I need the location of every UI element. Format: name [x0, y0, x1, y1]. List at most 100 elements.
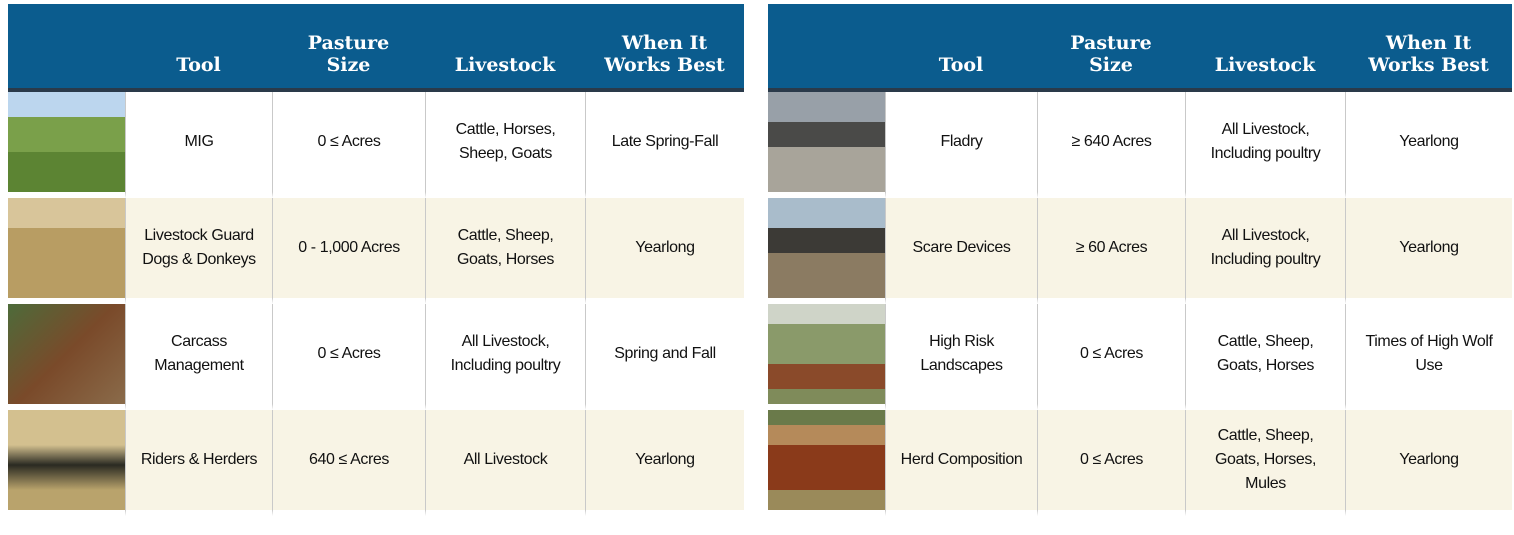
- column-header-text: Livestock: [1214, 54, 1316, 76]
- column-header-text: Pasture Size: [307, 32, 390, 76]
- column-header: Pasture Size: [1037, 4, 1185, 88]
- table-cell: Cattle, Sheep, Goats, Horses: [425, 198, 585, 304]
- table-left: Tool Pasture Size Livestock When It Works B…: [8, 4, 744, 516]
- table-cell-text: High Risk Landscapes: [920, 333, 1003, 374]
- table-cell-text: Livestock Guard Dogs & Donkeys: [142, 227, 256, 268]
- table-cell: Cattle, Sheep, Goats, Horses: [1185, 304, 1345, 410]
- header-rule: [1037, 88, 1185, 92]
- photo: [768, 304, 885, 410]
- table-cell: ≥ 640 Acres: [1037, 92, 1185, 198]
- table-cell-text: 640 ≤ Acres: [309, 451, 389, 468]
- header-rule: [8, 88, 125, 92]
- table-cell-text: Cattle, Sheep, Goats, Horses: [456, 227, 555, 268]
- photo: [768, 198, 885, 304]
- column-header: Pasture Size: [272, 4, 425, 88]
- table-cell: All Livestock, Including poultry: [1185, 198, 1345, 304]
- table-cell: All Livestock: [425, 410, 585, 516]
- column-header: When It Works Best: [585, 4, 744, 88]
- table-cell-text: 0 ≤ Acres: [1080, 451, 1143, 468]
- header-rule: [768, 88, 885, 92]
- table-cell: Fladry: [885, 92, 1037, 198]
- table-cell-text: 0 ≤ Acres: [317, 133, 381, 150]
- table-cell-text: Times of High Wolf Use: [1365, 333, 1493, 374]
- column-header: Livestock: [425, 4, 585, 88]
- table-cell-text: All Livestock, Including poultry: [1210, 227, 1321, 268]
- header-rule: [272, 88, 425, 92]
- table-cell: 0 ≤ Acres: [1037, 410, 1185, 516]
- table-cell-text: ≥ 640 Acres: [1071, 133, 1152, 150]
- table-cell-text: Yearlong: [635, 239, 695, 256]
- photo: [768, 410, 885, 516]
- photo: [8, 92, 125, 198]
- header-rule: [885, 88, 1037, 92]
- table-cell-text: Cattle, Sheep, Goats, Horses, Mules: [1214, 427, 1317, 492]
- table-cell-text: Riders & Herders: [140, 451, 258, 468]
- table-cell-text: All Livestock, Including poultry: [450, 333, 561, 374]
- table-cell: ≥ 60 Acres: [1037, 198, 1185, 304]
- table-cell: All Livestock, Including poultry: [425, 304, 585, 410]
- table-cell: 0 - 1,000 Acres: [272, 198, 425, 304]
- table-cell: Times of High Wolf Use: [1345, 304, 1512, 410]
- table-cell: Spring and Fall: [585, 304, 744, 410]
- table-cell-text: 0 - 1,000 Acres: [298, 239, 400, 256]
- column-header: When It Works Best: [1345, 4, 1512, 88]
- table-cell: High Risk Landscapes: [885, 304, 1037, 410]
- table-cell: Cattle, Sheep, Goats, Horses, Mules: [1185, 410, 1345, 516]
- column-header: Tool: [885, 4, 1037, 88]
- table-cell: Scare Devices: [885, 198, 1037, 304]
- header-spacer: [8, 4, 125, 88]
- table-cell-text: Late Spring-Fall: [611, 133, 719, 150]
- table-cell-text: Yearlong: [635, 451, 695, 468]
- table-cell: 0 ≤ Acres: [272, 304, 425, 410]
- table-cell: Yearlong: [585, 410, 744, 516]
- table-cell-text: ≥ 60 Acres: [1075, 239, 1148, 256]
- column-header: Livestock: [1185, 4, 1345, 88]
- table-cell-text: All Livestock: [463, 451, 548, 468]
- table-cell-text: MIG: [184, 133, 214, 150]
- header-spacer: [768, 4, 885, 88]
- column-header-text: Livestock: [454, 54, 556, 76]
- table-cell-text: All Livestock, Including poultry: [1210, 121, 1321, 162]
- table-cell: Yearlong: [1345, 92, 1512, 198]
- column-header-text: Tool: [938, 54, 984, 76]
- table-cell-text: Yearlong: [1399, 239, 1459, 256]
- table-cell: 0 ≤ Acres: [272, 92, 425, 198]
- table-cell: All Livestock, Including poultry: [1185, 92, 1345, 198]
- table-cell-text: Carcass Management: [154, 333, 244, 374]
- table-cell-text: 0 ≤ Acres: [317, 345, 381, 362]
- table-cell: Livestock Guard Dogs & Donkeys: [125, 198, 272, 304]
- table-cell: Riders & Herders: [125, 410, 272, 516]
- table-cell: Yearlong: [1345, 198, 1512, 304]
- column-header-text: When It Works Best: [604, 32, 725, 76]
- photo: [8, 304, 125, 410]
- table-cell-text: Herd Composition: [900, 451, 1023, 468]
- photo: [768, 92, 885, 198]
- table-cell-text: Cattle, Sheep, Goats, Horses: [1216, 333, 1315, 374]
- photo: [8, 198, 125, 304]
- table-cell: Late Spring-Fall: [585, 92, 744, 198]
- column-header: Tool: [125, 4, 272, 88]
- table-cell-text: Spring and Fall: [614, 345, 716, 362]
- header-rule: [425, 88, 585, 92]
- column-header-text: Tool: [176, 54, 221, 76]
- table-cell-text: 0 ≤ Acres: [1080, 345, 1143, 362]
- header-rule: [1185, 88, 1345, 92]
- table-cell-text: Fladry: [940, 133, 983, 150]
- table-cell-text: Yearlong: [1399, 133, 1459, 150]
- column-header-text: When It Works Best: [1368, 32, 1489, 76]
- table-cell: Yearlong: [1345, 410, 1512, 516]
- table-cell: Carcass Management: [125, 304, 272, 410]
- header-rule: [125, 88, 272, 92]
- table-cell: MIG: [125, 92, 272, 198]
- table-cell-text: Cattle, Horses, Sheep, Goats: [455, 121, 556, 162]
- table-cell: Yearlong: [585, 198, 744, 304]
- table-cell: Cattle, Horses, Sheep, Goats: [425, 92, 585, 198]
- table-cell: 0 ≤ Acres: [1037, 304, 1185, 410]
- table-cell: 640 ≤ Acres: [272, 410, 425, 516]
- table-cell: Herd Composition: [885, 410, 1037, 516]
- header-rule: [1345, 88, 1512, 92]
- photo: [8, 410, 125, 516]
- table-right: Tool Pasture Size Livestock When It Works B…: [768, 4, 1512, 516]
- table-cell-text: Yearlong: [1399, 451, 1459, 468]
